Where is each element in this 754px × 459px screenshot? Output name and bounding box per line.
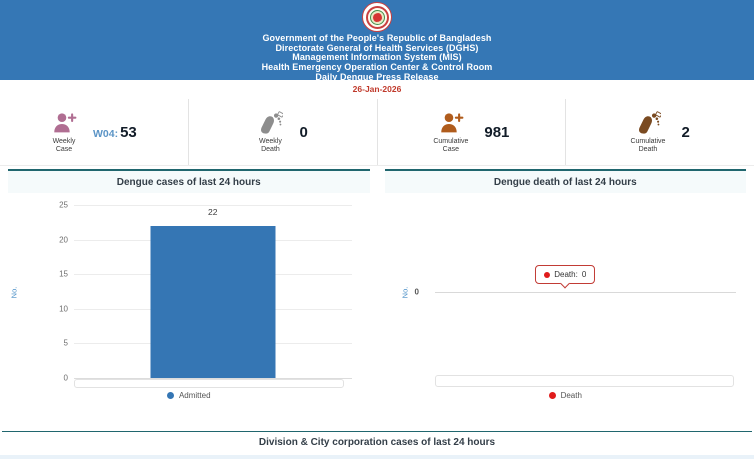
stat-label-line2: Case [55,146,73,153]
person-plus-icon [51,110,77,136]
stat-label-line2: Case [442,146,460,153]
tooltip-value: 0 [581,270,587,279]
legend-label-admitted: Admitted [178,391,211,400]
header-line-mis: Management Information System (MIS) [292,52,462,63]
next-section-strip [0,455,754,459]
stat-label-line1: Weekly [259,138,282,145]
cumulative-case-value: 981 [484,123,510,141]
cumulative-death-value: 2 [681,123,690,141]
x-axis-scrollbar[interactable] [434,375,734,387]
foot-tag-icon [257,110,283,136]
chart-plot-cases: 25 20 15 10 5 0 22 [59,193,352,388]
legend-deaths[interactable]: Death [385,391,747,400]
report-date: 26-Jan-2026 [352,84,402,94]
chart-title-deaths: Dengue death of last 24 hours [384,169,746,193]
header-line-heoc: Health Emergency Operation Center & Cont… [261,62,493,73]
stat-label-line2: Death [638,146,658,153]
bar-value-label: 22 [208,207,218,217]
y-axis-label: No. [9,286,19,299]
legend-cases[interactable]: Admitted [8,391,370,400]
header-line-press-release: Daily Dengue Press Release [315,71,439,82]
header-line-dghs: Directorate General of Health Services (… [275,42,479,53]
cumulative-death-iconblock: Cumulative Death [630,110,665,154]
chart-body-deaths: No. 0 Death: 0 Death [384,193,747,417]
stat-card-weekly-death: Weekly Death 0 [189,99,378,165]
stat-label: Cumulative Case [433,138,468,154]
summary-stats-row: Weekly Case W04: 53 Weekly Death 0 [0,99,754,166]
emblem-core [369,9,385,25]
cumulative-case-iconblock: Cumulative Case [433,110,468,154]
tooltip-label: Death: [554,270,578,279]
legend-label-death: Death [560,391,582,400]
x-axis-scrollbar[interactable] [74,379,344,388]
y-tick-label: 0 [63,373,68,383]
chart-panel-cases: Dengue cases of last 24 hours No. 25 20 … [8,169,370,417]
stat-label: Weekly Death [257,138,283,154]
x-axis-line [74,378,352,379]
death-tooltip: Death: 0 [535,265,596,284]
division-section-title: Division & City corporation cases of las… [258,437,496,448]
admitted-bar[interactable] [150,226,276,378]
chart-title-cases: Dengue cases of last 24 hours [8,169,370,193]
header-line-government: Government of the People's Republic of B… [262,33,492,43]
y-gridline [74,205,352,206]
weekly-case-value: W04: 53 [93,124,137,141]
stat-label-line1: Weekly [52,138,76,145]
y-tick-label: 15 [59,269,68,279]
person-plus-icon [438,110,464,136]
weekly-case-iconblock: Weekly Case [51,110,77,154]
weekly-death-value: 0 [299,123,308,141]
chart-panel-deaths: Dengue death of last 24 hours No. 0 Deat… [384,169,747,417]
stat-label: Cumulative Death [630,138,665,154]
weekly-death-iconblock: Weekly Death [257,110,283,154]
x-axis-line [434,292,736,293]
y-tick-label: 25 [59,200,68,210]
stat-label-line2: Death [261,146,280,153]
charts-row: Dengue cases of last 24 hours No. 25 20 … [0,166,754,417]
legend-dot-admitted [166,392,174,399]
section-divider [2,431,752,432]
stat-label-line1: Cumulative [433,138,469,145]
week-number: W04: [92,127,119,140]
stat-value-number: 53 [120,123,137,141]
stat-card-cumulative-case: Cumulative Case 981 [378,99,567,165]
y-tick-label: 5 [63,338,68,348]
emblem-ring [365,5,389,29]
y-tick-label: 20 [59,235,68,245]
stat-label-line1: Cumulative [630,138,666,145]
tooltip-dot [544,271,551,278]
header-banner: Government of the People's Republic of B… [0,0,754,82]
y-axis-label: No. [399,286,409,299]
y-tick-label: 10 [59,304,68,314]
stat-label: Weekly Case [51,138,77,154]
stat-card-cumulative-death: Cumulative Death 2 [566,99,754,165]
foot-tag-icon [635,110,661,136]
stat-card-weekly-case: Weekly Case W04: 53 [0,99,189,165]
y-tick-label: 0 [414,287,419,297]
chart-body-cases: No. 25 20 15 10 5 0 22 [8,193,370,417]
govt-emblem-logo [362,2,392,32]
legend-dot-death [548,392,556,399]
bangladesh-map-icon [372,12,382,22]
